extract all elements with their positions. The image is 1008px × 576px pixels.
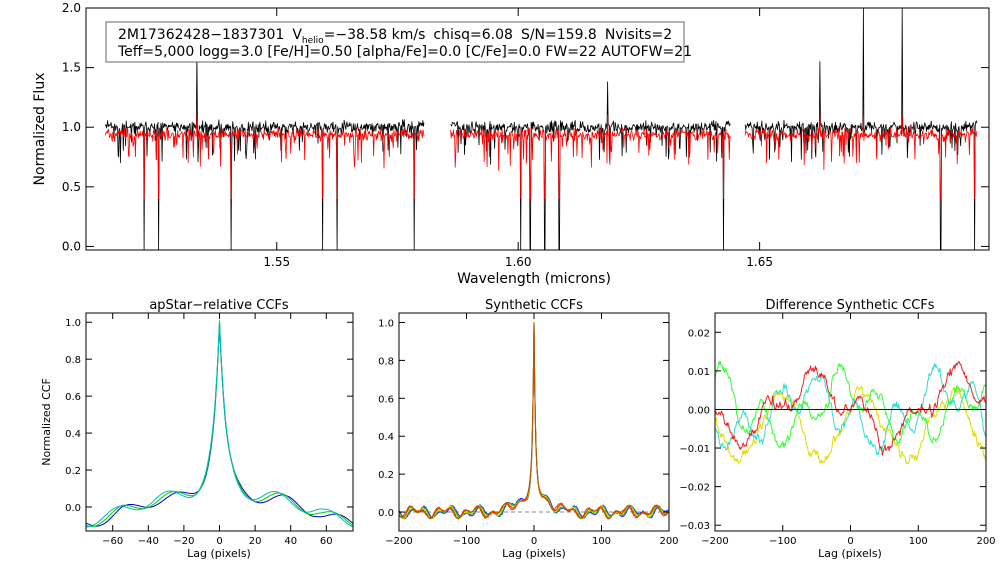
x-tick-label: 200: [659, 536, 678, 547]
difference-ccf-series: [715, 360, 986, 465]
apstar-ccf-title: apStar−relative CCFs: [149, 298, 289, 313]
spectrum-axes: 1.55 1.60 1.65 0.0 0.5 1.0 1.5 2.0: [62, 1, 989, 269]
difference-ccf-line-diff-green: [715, 360, 986, 448]
annotation-chisq: chisq=6.08: [433, 27, 513, 43]
x-tick-label: 1.60: [505, 255, 532, 269]
spectrum-line-observed-chip1: [104, 52, 425, 250]
difference-ccf-title: Difference Synthetic CCFs: [765, 298, 934, 313]
y-tick-label: 0.02: [688, 328, 710, 339]
synthetic-ccf-line-synthetic: [399, 322, 669, 520]
synthetic-ccf-axes: −200 −100 0 100 200 0.0 0.2 0.4 0.6 0.8 1.0: [378, 313, 679, 547]
annotation-nvisits: Nvisits=2: [605, 27, 672, 43]
annotation-frame: [105, 21, 685, 63]
spectrum-line-model-chip3: [744, 114, 978, 200]
x-tick-label: 100: [592, 536, 611, 547]
synthetic-ccf-panel: Synthetic CCFs −200 −100 0 100 200 0.0 0.2 0.4 0…: [378, 298, 678, 560]
x-tick-label: 60: [320, 536, 333, 547]
y-tick-label: 0.2: [378, 470, 394, 481]
apstar-ccf-ylabel: Normalized CCF: [40, 378, 53, 466]
synthetic-ccf-xlabel: Lag (pixels): [502, 547, 566, 560]
y-tick-label: 0.0: [65, 503, 81, 514]
annotation-star-id: 2M17362428−1837301: [118, 27, 284, 43]
apstar-ccf-panel: apStar−relative CCFs −60 −40 −20 0 20 40 60 0.0…: [40, 298, 354, 560]
annotation-line1: 2M17362428−1837301 Vhelio=−38.58 km/s chis…: [118, 27, 672, 46]
x-tick-label: 1.65: [746, 255, 773, 269]
spectrum-line-observed-chip2: [450, 81, 731, 250]
x-tick-label: 0: [531, 536, 537, 547]
x-tick-label: 200: [976, 536, 995, 547]
spectrum-xlabel: Wavelength (microns): [457, 271, 611, 287]
y-tick-label: 1.5: [62, 61, 81, 75]
annotation-sn: S/N=159.8: [521, 27, 597, 43]
difference-ccf-line-diff-yellow: [715, 385, 986, 465]
spectrum-series: [104, 8, 978, 250]
x-tick-label: 0: [847, 536, 853, 547]
apstar-ccf-series: [86, 320, 353, 528]
y-tick-label: 0.6: [65, 392, 81, 403]
y-tick-label: 0.4: [65, 429, 81, 440]
annotation-vhelio-value: =−38.58 km/s: [324, 27, 426, 43]
y-tick-label: 2.0: [62, 1, 81, 15]
x-tick-label: −100: [453, 536, 480, 547]
difference-ccf-panel: Difference Synthetic CCFs −200 −100 0 100 20…: [679, 298, 995, 560]
x-tick-label: 40: [284, 536, 297, 547]
spectrum-frame: [85, 7, 990, 251]
x-tick-label: 20: [249, 536, 262, 547]
y-tick-label: 1.0: [62, 120, 81, 134]
y-tick-label: −0.02: [679, 483, 710, 494]
y-tick-label: 1.0: [65, 318, 81, 329]
x-tick-label: −20: [173, 536, 194, 547]
apstar-ccf-xlabel: Lag (pixels): [187, 547, 251, 560]
x-tick-label: −60: [102, 536, 123, 547]
x-tick-label: −200: [701, 536, 728, 547]
x-tick-label: −200: [385, 536, 412, 547]
x-tick-label: −40: [138, 536, 159, 547]
apstar-ccf-axes: −60 −40 −20 0 20 40 60 0.0 0.2 0.4 0.6 0.8 1.0: [65, 313, 353, 547]
difference-ccf-line-diff-red: [715, 360, 986, 456]
y-tick-label: 0.4: [378, 432, 394, 443]
y-tick-label: 0.01: [688, 367, 710, 378]
y-tick-label: −0.03: [679, 521, 710, 532]
spectrum-ylabel: Normalized Flux: [32, 73, 48, 186]
spectrum-panel: 1.55 1.60 1.65 0.0 0.5 1.0 1.5 2.0 Wavelength (…: [32, 1, 990, 287]
difference-ccf-xlabel: Lag (pixels): [818, 547, 882, 560]
y-tick-label: 0.0: [378, 508, 394, 519]
synthetic-ccf-title: Synthetic CCFs: [485, 298, 583, 313]
y-tick-label: 1.0: [378, 318, 394, 329]
y-tick-label: 0.8: [65, 355, 81, 366]
y-tick-label: 0.6: [378, 394, 394, 405]
spectrum-line-model-chip2: [450, 114, 731, 200]
spectrum-line-observed-chip3: [744, 8, 978, 250]
x-tick-label: −100: [769, 536, 796, 547]
y-tick-label: 0.00: [688, 405, 710, 416]
apstar-ccf-line-combined: [86, 320, 353, 528]
difference-ccf-axes: −200 −100 0 100 200 0.02 0.01 0.00 −0.01 −0.02 −0.…: [679, 313, 996, 547]
annotation-vhelio-label: V: [292, 27, 302, 43]
spectrum-annotation-box: 2M17362428−1837301 Vhelio=−38.58 km/s chis…: [105, 21, 692, 63]
annotation-vhelio-subscript: helio: [302, 36, 324, 46]
y-tick-label: 0.5: [62, 180, 81, 194]
y-tick-label: −0.01: [679, 444, 710, 455]
annotation-line2: Teff=5,000 logg=3.0 [Fe/H]=0.50 [alpha/F…: [117, 44, 692, 60]
x-tick-label: 1.55: [263, 255, 290, 269]
x-tick-label: 0: [216, 536, 222, 547]
x-tick-label: 100: [909, 536, 928, 547]
y-tick-label: 0.2: [65, 466, 81, 477]
y-tick-label: 0.8: [378, 356, 394, 367]
spectrum-line-model-chip1: [104, 114, 425, 200]
synthetic-ccf-series: [399, 322, 669, 520]
y-tick-label: 0.0: [62, 239, 81, 253]
